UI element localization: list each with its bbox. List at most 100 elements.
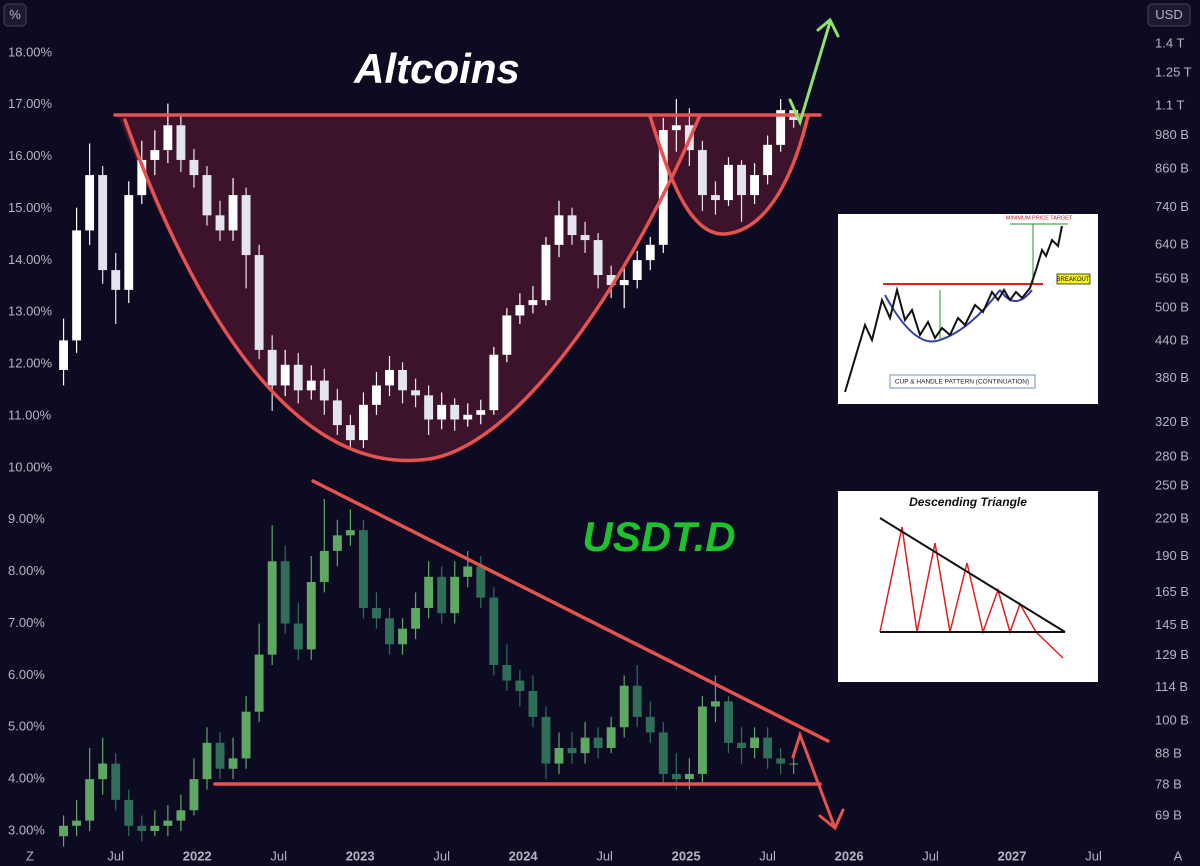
x-tick-label: Jul <box>107 848 124 863</box>
candle-body <box>111 763 121 800</box>
candle-body <box>724 164 733 201</box>
y-tick-label: 3.00% <box>8 822 45 837</box>
y2-tick-label: 165 B <box>1155 584 1189 599</box>
candle-body <box>59 825 68 837</box>
candle-body <box>619 280 629 286</box>
candle-body <box>202 175 212 216</box>
unit-button[interactable] <box>1147 3 1191 27</box>
cup-fill <box>118 115 700 461</box>
triangle-inset: Descending Triangle <box>838 491 1098 682</box>
candle-body <box>202 742 212 780</box>
axes: 18.00% 17.00% 16.00% 15.00% 14.00% 13.00% 12.0… <box>8 35 1192 863</box>
candle-body <box>306 582 316 650</box>
candle-body <box>750 737 760 748</box>
down-arrow <box>791 730 845 831</box>
candle-body <box>124 195 134 290</box>
candle-body <box>124 799 134 826</box>
x-tick-label: Jul <box>270 848 287 863</box>
candle-body <box>85 175 95 231</box>
candle-body <box>658 130 668 245</box>
candle-body <box>59 340 68 370</box>
candle-body <box>750 175 760 196</box>
annotation: BREAKOUT <box>1056 277 1089 283</box>
candle-body <box>528 300 538 306</box>
unit-label[interactable]: USD <box>1155 7 1182 22</box>
candle-body <box>345 530 355 536</box>
candle-body <box>606 275 616 286</box>
x-tick-label: Jul <box>1085 848 1102 863</box>
annotation: CUP & HANDLE PATTERN (CONTINUATION) <box>895 379 1029 386</box>
y2-tick-label: 100 B <box>1155 713 1189 728</box>
y-tick-label: 14.00% <box>8 252 53 267</box>
y-tick-label: 7.00% <box>8 615 45 630</box>
candle-body <box>98 175 108 271</box>
candle-body <box>554 215 564 245</box>
candle-body <box>150 825 160 831</box>
candle-body <box>319 380 329 401</box>
candle-body <box>424 395 434 420</box>
candle-body <box>189 779 199 811</box>
corner-button[interactable]: Z <box>26 848 34 863</box>
candle-body <box>319 550 329 583</box>
candle-body <box>437 404 447 420</box>
y-tick-label: 8.00% <box>8 563 45 578</box>
y-tick-label: 4.00% <box>8 771 45 786</box>
y-tick-label: 12.00% <box>8 356 53 371</box>
y2-tick-label: 440 B <box>1155 332 1189 347</box>
annotation: Descending Triangle <box>909 495 1027 509</box>
triangle-top <box>311 479 830 743</box>
corner-button[interactable]: A <box>1174 848 1183 863</box>
y2-tick-label: 740 B <box>1155 199 1189 214</box>
candle-body <box>580 235 590 241</box>
candle-body <box>632 260 642 281</box>
candle-body <box>541 716 551 764</box>
candle-body <box>463 566 473 577</box>
candle-body <box>528 690 538 717</box>
handle-curve <box>648 114 810 236</box>
candles <box>59 98 799 847</box>
candle-body <box>593 240 603 276</box>
candle-body <box>684 773 694 780</box>
unit-label[interactable]: % <box>9 7 21 22</box>
y2-tick-label: 500 B <box>1155 300 1189 315</box>
candle-body <box>98 763 108 780</box>
triangle-top <box>879 517 1066 633</box>
candle-body <box>763 144 773 176</box>
candle-body <box>176 125 186 160</box>
candle-body <box>411 390 421 396</box>
y-tick-label: 15.00% <box>8 200 53 215</box>
candle-body <box>463 414 473 420</box>
candle-body <box>697 706 707 774</box>
x-tick-label: 2022 <box>183 848 212 863</box>
candle-body <box>254 255 264 350</box>
candle-body <box>437 576 447 614</box>
candle-body <box>385 369 394 386</box>
candle-body <box>72 230 82 341</box>
y-tick-label: 5.00% <box>8 719 45 734</box>
candle-body <box>619 685 629 728</box>
candle-body <box>645 244 655 261</box>
x-tick-label: Jul <box>922 848 939 863</box>
candle-body <box>332 535 342 551</box>
y2-tick-label: 640 B <box>1155 236 1189 251</box>
x-tick-label: Jul <box>759 848 776 863</box>
candle-body <box>632 685 642 717</box>
candle-body <box>137 159 147 196</box>
price-path <box>879 526 1064 659</box>
inset-background <box>838 214 1098 404</box>
y2-tick-label: 250 B <box>1155 477 1189 492</box>
candle-body <box>776 758 786 764</box>
y-tick-label: 6.00% <box>8 667 45 682</box>
candle-body <box>398 369 407 391</box>
candle-body <box>776 110 786 145</box>
candle-body <box>293 623 303 650</box>
candle-body <box>267 349 277 386</box>
candle-body <box>85 779 95 821</box>
unit-button[interactable] <box>3 3 27 27</box>
candle-body <box>215 215 225 231</box>
candle-body <box>606 727 616 748</box>
candle-body <box>411 607 421 629</box>
candle-body <box>541 244 551 301</box>
breakout-box <box>1056 273 1091 285</box>
